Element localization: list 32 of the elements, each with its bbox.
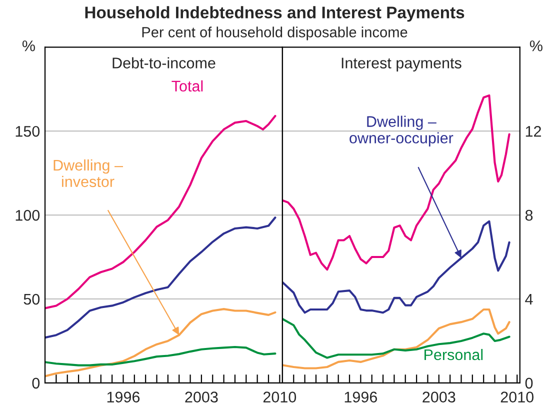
- text: Dwelling – owner-occupier: [350, 116, 454, 146]
- y-tick-label: 12: [526, 126, 541, 137]
- x-tick-label: 1996: [344, 392, 377, 402]
- x-tick-label: 2003: [422, 392, 456, 402]
- y-axis-title: %: [22, 40, 35, 52]
- annotation: Interest payments: [342, 58, 462, 72]
- line-series: [45, 308, 276, 378]
- y-axis-title: %: [530, 40, 542, 52]
- line-series: [282, 308, 510, 370]
- x-tick-label: 2010: [500, 392, 534, 402]
- y-tick-label: 150: [16, 126, 40, 137]
- line-series: [45, 114, 276, 310]
- series-label: Personal: [424, 348, 483, 360]
- y-tick-label: 50: [24, 294, 40, 305]
- line-series: [45, 346, 276, 366]
- line-series: [282, 94, 510, 271]
- y-tick-label: 0: [525, 378, 533, 389]
- y-tick-label: 8: [525, 210, 533, 221]
- chart-subtitle: Per cent of household disposable income: [142, 26, 408, 40]
- chart-title: Household Indebtedness and Interest Payments: [85, 6, 464, 22]
- line-series: [282, 318, 510, 359]
- x-tick-label: 2010: [263, 392, 296, 402]
- annotation: Debt-to-income: [112, 57, 216, 68]
- text: Dwelling – investor: [54, 159, 123, 188]
- y-tick-label: 4: [525, 294, 533, 305]
- line-series: [282, 220, 510, 314]
- line-series: [45, 216, 276, 339]
- text: Total: [172, 80, 203, 92]
- y-tick-label: 0: [32, 378, 40, 389]
- x-tick-label: 1996: [107, 392, 140, 402]
- x-tick-label: 2003: [185, 392, 218, 402]
- y-tick-label: 100: [16, 210, 40, 221]
